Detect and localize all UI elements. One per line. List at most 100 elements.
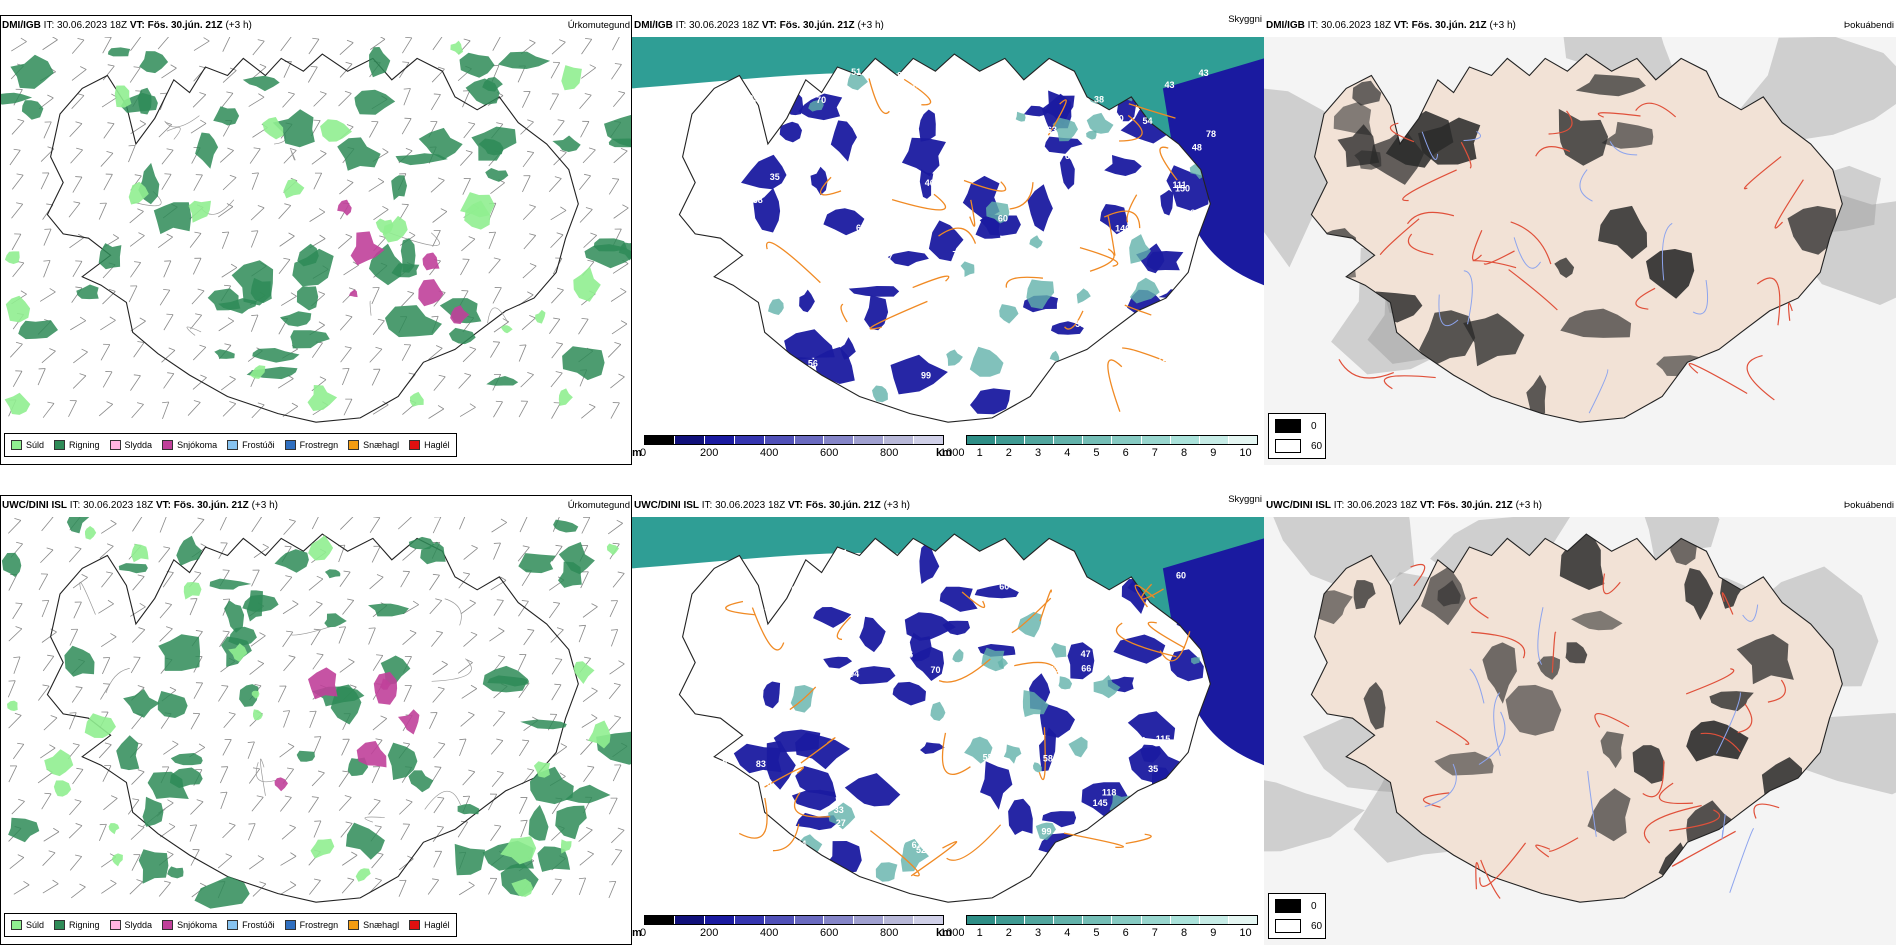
visibility-value: 43: [1165, 80, 1175, 90]
road-line: [1005, 276, 1044, 288]
visibility-map[interactable]: 43 42 35 72 70 111 40 78 61 51 54 42 45 45 39 60 58 37 61 6…: [632, 37, 1264, 465]
barb-flag: [286, 767, 294, 770]
barb-flag: [107, 122, 115, 125]
barb-flag: [612, 402, 620, 404]
barb-flag: [348, 658, 355, 663]
barb-flag: [75, 823, 83, 827]
moderate-visibility-area: [1129, 234, 1151, 264]
rain-area: [76, 284, 99, 300]
barb-flag: [555, 544, 563, 547]
visibility-value: 99: [1042, 826, 1052, 836]
wind-barb: [522, 204, 536, 221]
barb-flag: [437, 686, 445, 690]
wind-barb: [551, 544, 563, 562]
visibility-value: 67: [906, 779, 916, 789]
road-line: [1471, 229, 1483, 261]
barb-flag: [137, 341, 145, 343]
barb-staff: [582, 149, 596, 164]
wind-barb: [189, 824, 197, 842]
barb-flag: [128, 144, 136, 147]
fog-map[interactable]: [1264, 517, 1896, 945]
rain-area: [555, 805, 587, 840]
precip-map[interactable]: [0, 517, 632, 945]
legend-item: Rigning: [54, 440, 100, 450]
road-line: [912, 275, 950, 289]
barb-staff: [463, 123, 476, 139]
lead-offset: (+3 h): [883, 500, 910, 511]
drizzle-area: [464, 200, 491, 230]
barb-staff: [551, 402, 561, 419]
barb-flag: [134, 174, 142, 177]
barb-staff: [11, 203, 24, 219]
barb-flag: [581, 545, 588, 546]
barb-flag: [69, 712, 77, 714]
drizzle-area: [382, 215, 408, 243]
colorbar-swatch: [704, 916, 735, 924]
low-visibility-area: [1067, 642, 1095, 680]
visibility-value: 27: [836, 818, 846, 828]
road-line: [1774, 179, 1804, 229]
river-line: [1692, 279, 1709, 315]
rain-area: [562, 346, 605, 381]
colorbar-swatch: [884, 916, 915, 924]
barb-flag: [16, 173, 24, 176]
barb-flag: [344, 346, 352, 349]
rain-area: [242, 594, 279, 612]
wind-barb: [402, 37, 413, 54]
iceland-coastline: [46, 53, 579, 423]
legend-label: Haglél: [424, 920, 450, 930]
barb-flag: [310, 66, 318, 68]
visibility-map[interactable]: 280 145 35 27 55 60 51 33 67 55 59 35 43 46 58 58 52 37 60…: [632, 517, 1264, 945]
barb-staff: [72, 261, 83, 278]
it-label: IT:: [675, 20, 687, 31]
snow-area: [274, 777, 288, 792]
barb-flag: [14, 712, 22, 716]
wind-barb: [462, 177, 471, 195]
wind-barb: [187, 400, 201, 416]
barb-staff: [192, 377, 207, 390]
iceland-coastline: [46, 533, 579, 903]
barb-staff: [581, 67, 596, 79]
moderate-visibility-area: [1022, 690, 1049, 717]
wind-barb: [489, 627, 505, 642]
wind-barb: [217, 203, 234, 218]
barb-flag: [620, 320, 628, 325]
visibility-value: 78: [841, 90, 851, 100]
fog-map[interactable]: [1264, 37, 1896, 465]
wind-barb: [308, 796, 319, 813]
barb-flag: [618, 91, 625, 94]
wind-barb: [251, 795, 264, 812]
road-line: [1038, 727, 1046, 781]
barb-staff: [550, 234, 564, 248]
barb-staff: [222, 37, 231, 52]
barb-staff: [102, 765, 112, 782]
barb-staff: [551, 343, 564, 359]
barb-flag: [193, 400, 201, 403]
barb-flag: [584, 173, 591, 177]
road-line: [840, 303, 848, 323]
fog-legend-label: 0: [1311, 420, 1317, 432]
barb-staff: [248, 858, 265, 870]
barb-flag: [401, 203, 409, 205]
low-visibility-area: [791, 789, 836, 811]
barb-flag: [368, 627, 376, 629]
barb-flag: [192, 849, 200, 851]
region-border: [105, 668, 130, 694]
wind-barb: [219, 517, 229, 531]
precip-map[interactable]: [0, 37, 632, 465]
wind-barb: [252, 881, 267, 897]
barb-staff: [189, 598, 198, 616]
wind-barb: [492, 37, 502, 51]
barb-staff: [12, 262, 25, 278]
visibility-value: 40: [792, 211, 802, 221]
barb-staff: [612, 764, 622, 782]
barb-flag: [138, 232, 145, 236]
wind-barb: [519, 797, 528, 814]
barb-flag: [103, 657, 110, 659]
fog-index-area: [1419, 310, 1476, 367]
wind-barb: [520, 119, 534, 135]
barb-staff: [311, 153, 327, 165]
wind-barb: [493, 599, 504, 616]
drizzle-area: [561, 65, 582, 91]
wind-barb: [463, 545, 478, 560]
